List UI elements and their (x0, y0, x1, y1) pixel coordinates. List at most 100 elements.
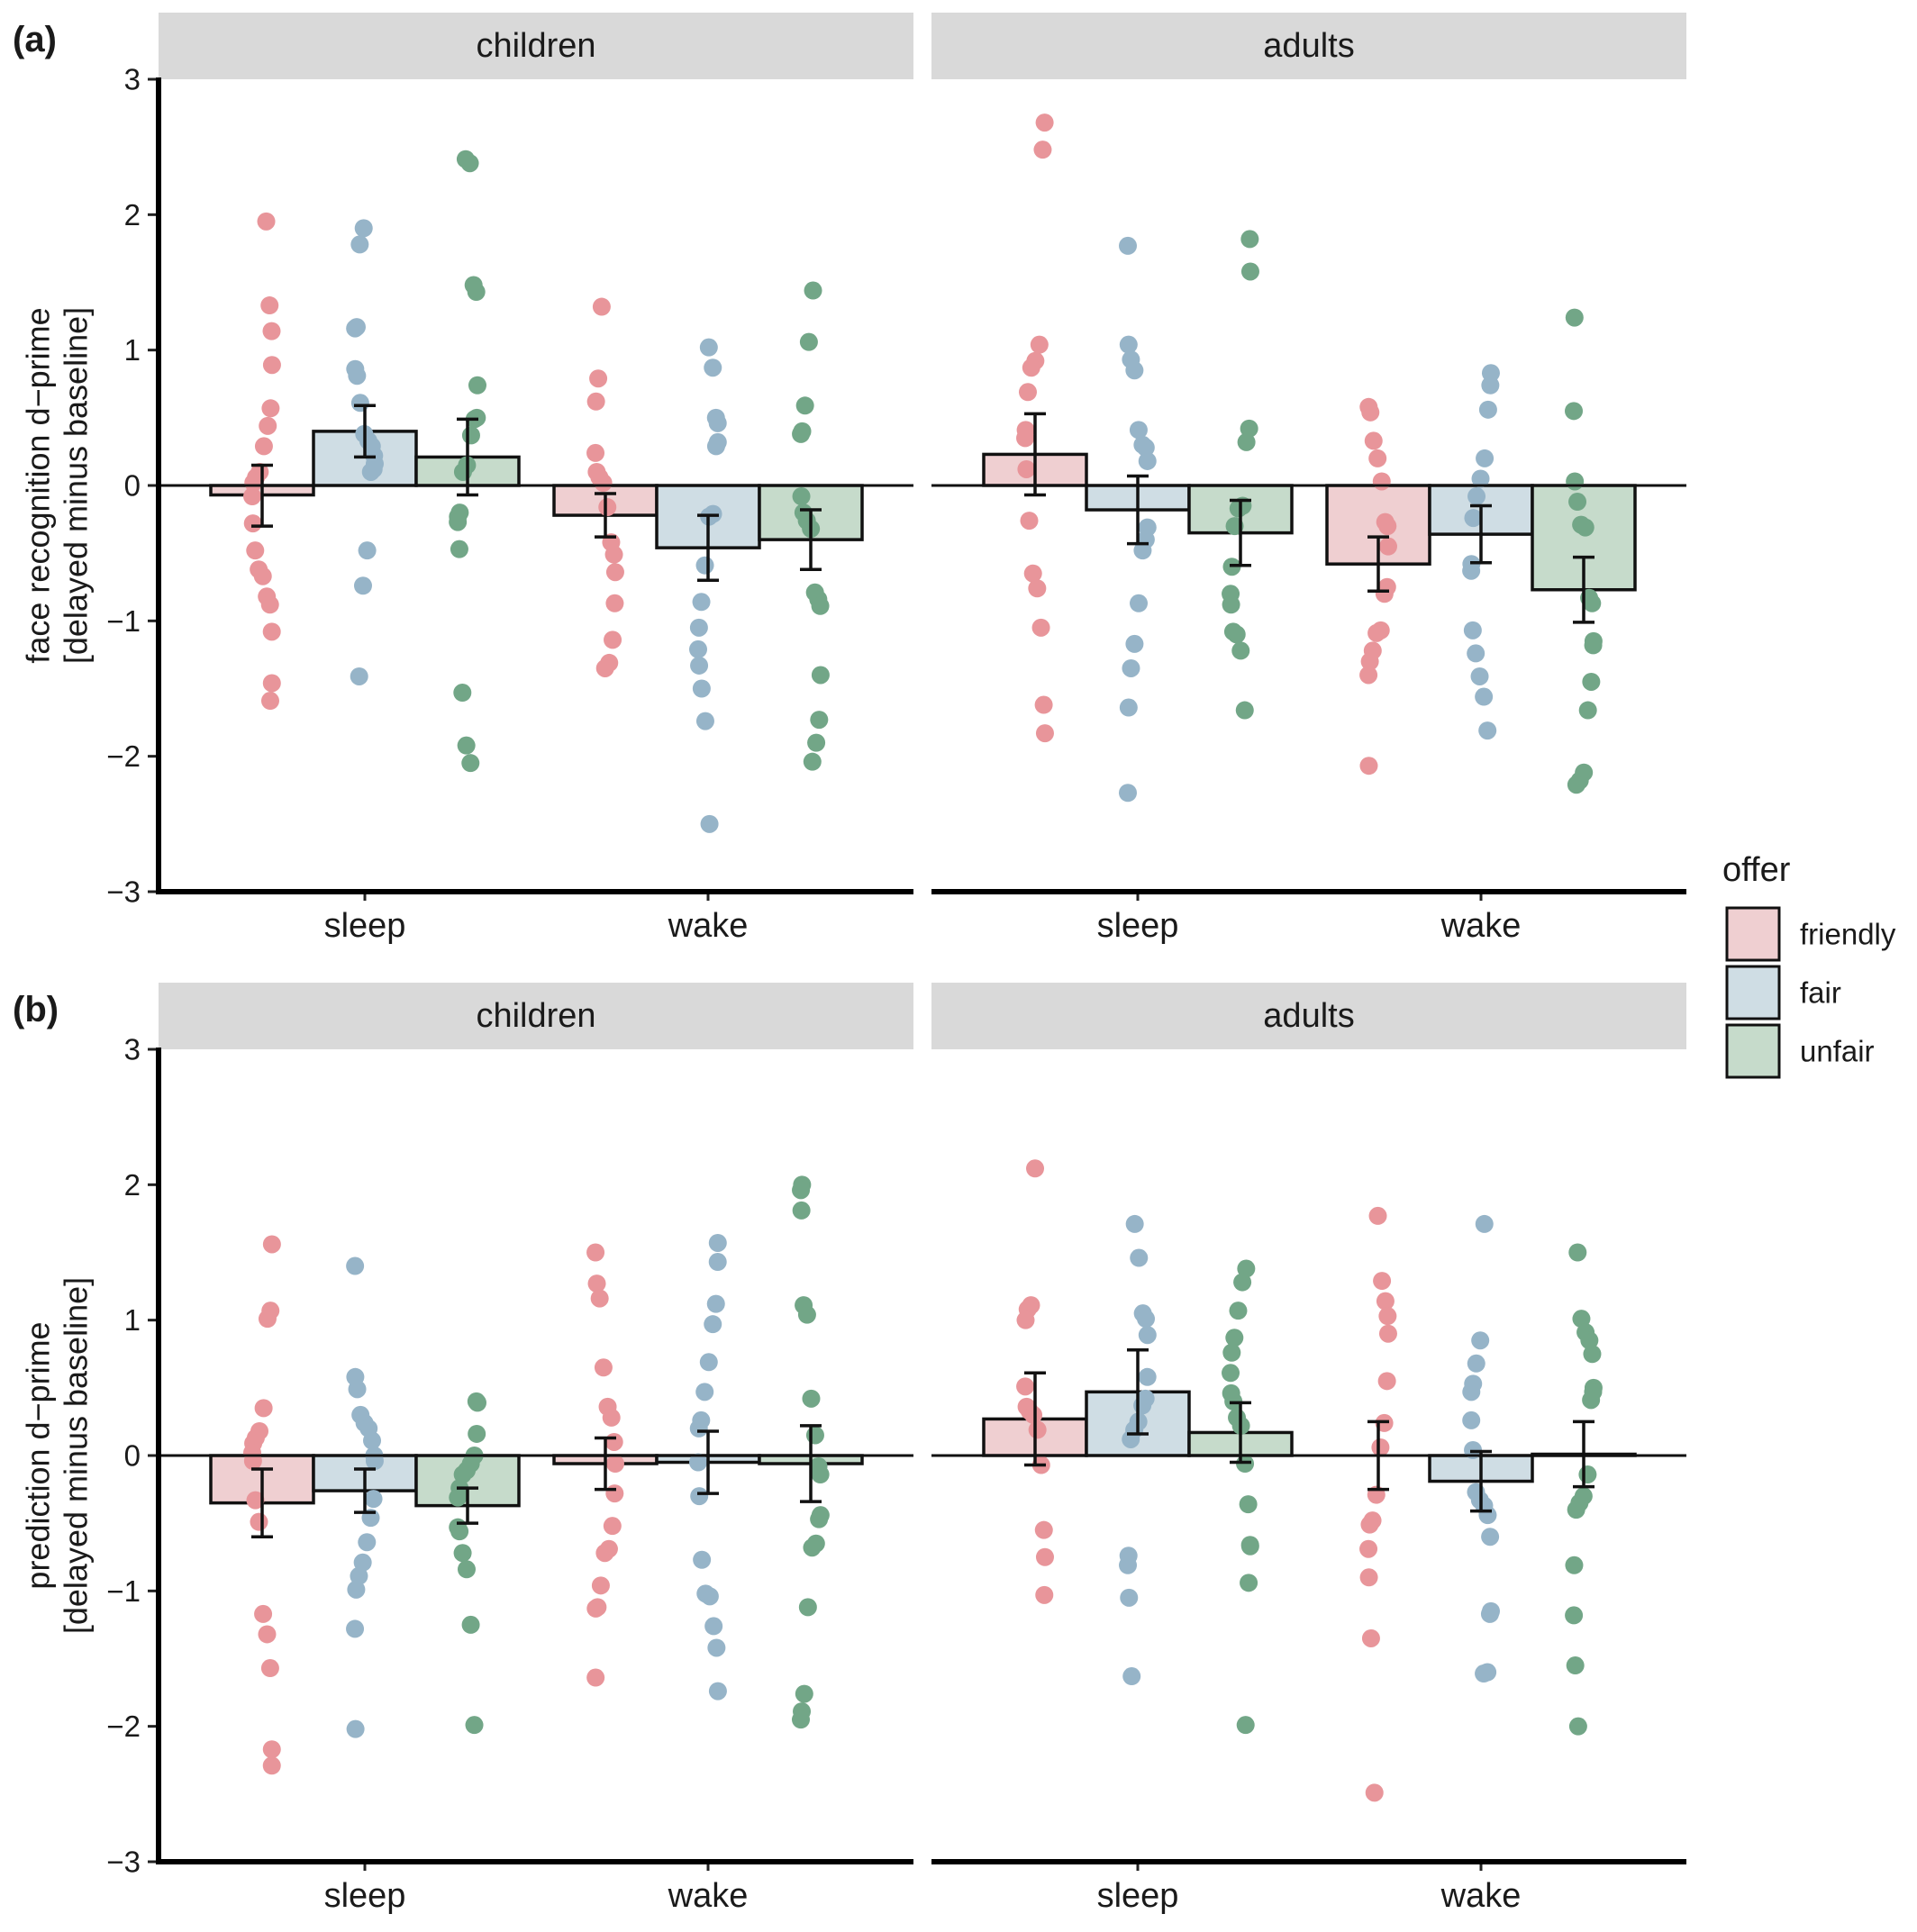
data-point-fair (1478, 721, 1497, 740)
data-point-friendly (1020, 512, 1039, 531)
data-point-fair (346, 1619, 365, 1638)
data-point-unfair (802, 1389, 821, 1408)
legend-title: offer (1722, 851, 1791, 889)
data-point-unfair (1583, 594, 1602, 612)
data-point-friendly (1034, 695, 1053, 714)
data-point-friendly (605, 594, 624, 612)
panel-a: (a) face recognition d−prime [delayed minu… (13, 13, 1686, 945)
data-point-fair (699, 1353, 718, 1372)
data-point-fair (708, 1253, 727, 1272)
data-point-friendly (595, 658, 614, 677)
data-point-friendly (262, 1740, 281, 1759)
data-point-fair (692, 679, 711, 698)
legend-key-fair (1725, 965, 1781, 1020)
chart-panels: (a)face recognition d−prime [delayed minu… (13, 13, 1686, 1915)
data-point-friendly (586, 1243, 605, 1262)
data-point-friendly (594, 473, 613, 492)
data-point-friendly (587, 1274, 606, 1293)
data-point-friendly (244, 473, 263, 492)
panel-letter: (a) (13, 20, 57, 59)
data-point-unfair (457, 736, 476, 755)
data-point-friendly (1371, 1438, 1390, 1456)
data-point-friendly (1033, 141, 1052, 159)
data-point-unfair (450, 1522, 469, 1541)
data-point-unfair (792, 487, 811, 506)
data-point-fair (1470, 667, 1489, 685)
data-point-fair (358, 541, 377, 560)
facet-strip-label: adults (1263, 27, 1354, 65)
y-tick-label: −1 (106, 1574, 141, 1608)
data-point-fair (347, 1580, 366, 1599)
data-point-fair (1129, 421, 1148, 440)
data-point-friendly (1376, 1292, 1395, 1311)
data-point-friendly (589, 369, 608, 388)
data-point-fair (363, 1431, 382, 1450)
y-axis-label-line1: prediction d−prime (20, 1321, 57, 1589)
data-point-friendly (254, 1399, 273, 1418)
data-point-unfair (1584, 636, 1603, 655)
data-point-fair (1464, 509, 1483, 528)
data-point-friendly (604, 1432, 623, 1451)
legend-key-unfair (1725, 1023, 1781, 1079)
data-point-unfair (450, 540, 468, 558)
x-category-label: sleep (1097, 907, 1179, 945)
data-point-unfair (792, 1181, 811, 1200)
data-point-unfair (1568, 493, 1587, 512)
x-category-label: wake (668, 1877, 749, 1915)
data-point-friendly (1017, 459, 1036, 478)
x-category-label: wake (668, 907, 749, 945)
data-point-friendly (1016, 1311, 1035, 1329)
data-point-friendly (1378, 1324, 1397, 1343)
data-point-friendly (605, 1484, 624, 1503)
data-point-fair (1476, 449, 1495, 467)
data-point-fair (1138, 1326, 1157, 1345)
legend: offer friendly fair unfair (1722, 851, 1896, 1079)
panel-b: (b) prediction d−prime [delayed minus base… (13, 983, 1686, 1915)
data-point-fair (1462, 1410, 1481, 1429)
x-category-label: wake (1440, 907, 1522, 945)
data-point-fair (1475, 1214, 1494, 1233)
data-point-unfair (1565, 1556, 1584, 1574)
data-point-unfair (1229, 499, 1248, 518)
data-point-unfair (811, 596, 830, 615)
data-point-unfair (1582, 1391, 1601, 1410)
data-point-friendly (1030, 335, 1049, 354)
data-point-friendly (598, 498, 617, 517)
data-point-friendly (1359, 1539, 1378, 1558)
data-point-friendly (604, 630, 622, 649)
data-point-fair (1467, 1354, 1485, 1373)
data-point-unfair (1565, 308, 1584, 327)
data-point-unfair (453, 684, 472, 703)
legend-label-unfair: unfair (1800, 1035, 1875, 1068)
data-point-friendly (1372, 472, 1391, 491)
facet-strip (931, 13, 1686, 79)
data-point-friendly (262, 674, 281, 693)
data-point-fair (346, 1719, 365, 1738)
data-point-unfair (460, 154, 479, 173)
data-point-unfair (1567, 776, 1585, 794)
data-point-unfair (461, 1615, 480, 1634)
data-point-fair (1119, 1556, 1138, 1574)
data-point-unfair (1239, 1495, 1258, 1514)
data-point-friendly (1028, 1420, 1047, 1439)
data-point-unfair (803, 752, 822, 771)
data-point-fair (1133, 541, 1152, 560)
data-point-unfair (1568, 1243, 1587, 1262)
data-point-fair (1130, 594, 1149, 612)
data-point-friendly (602, 1408, 621, 1427)
data-point-fair (1481, 1528, 1500, 1547)
data-point-friendly (1035, 724, 1054, 743)
data-point-friendly (262, 322, 281, 340)
data-point-fair (358, 1533, 377, 1552)
data-point-fair (1133, 1396, 1152, 1415)
data-point-unfair (449, 512, 468, 531)
data-point-fair (695, 712, 714, 730)
data-point-friendly (1364, 431, 1383, 450)
y-tick-label: −3 (106, 1846, 141, 1879)
y-tick-label: 3 (124, 63, 141, 96)
data-point-unfair (810, 1510, 829, 1528)
data-point-fair (1138, 451, 1157, 470)
data-point-fair (1122, 658, 1140, 677)
data-point-fair (1125, 1214, 1144, 1233)
data-point-friendly (592, 297, 611, 316)
